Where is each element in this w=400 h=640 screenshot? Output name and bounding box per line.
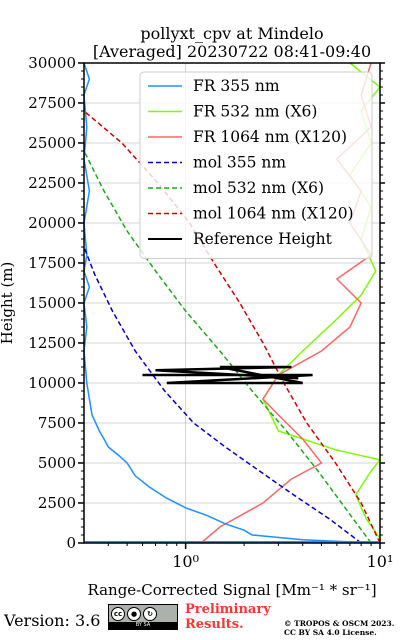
y-tick-label: 15000 bbox=[28, 294, 76, 312]
y-axis-label: Height (m) bbox=[0, 262, 16, 345]
legend-label-mol-532-nm-x6: mol 532 nm (X6) bbox=[193, 179, 324, 197]
cc-icon: cc bbox=[111, 606, 125, 621]
preliminary-line-1: Preliminary bbox=[185, 602, 271, 617]
y-tick-label: 12500 bbox=[28, 334, 76, 352]
copyright-line-1: © TROPOS & OSCM 2023. bbox=[284, 619, 395, 628]
y-tick-label: 30000 bbox=[28, 54, 76, 72]
chart-title: pollyxt_cpv at Mindelo bbox=[140, 24, 323, 43]
y-tick-label: 20000 bbox=[28, 214, 76, 232]
legend-label-mol-355-nm: mol 355 nm bbox=[193, 154, 286, 172]
legend-label-fr-1064-nm-x120: FR 1064 nm (X120) bbox=[193, 128, 347, 146]
version-label: Version: 3.6 bbox=[4, 611, 101, 630]
y-tick-label: 17500 bbox=[28, 254, 76, 272]
preliminary-line-2: Results. bbox=[185, 617, 244, 632]
cc-badge-text: BY SA bbox=[109, 622, 177, 629]
legend-label-mol-1064-nm-x120: mol 1064 nm (X120) bbox=[193, 205, 354, 223]
y-tick-label: 10000 bbox=[28, 374, 76, 392]
y-tick-label: 27500 bbox=[28, 94, 76, 112]
y-tick-label: 7500 bbox=[38, 414, 76, 432]
axes: 0 2500 5000 7500 10000 12500 15000 17500 20000 22… bbox=[28, 54, 393, 571]
legend-box bbox=[139, 71, 373, 259]
series-reference-height bbox=[142, 365, 313, 385]
legend-label-fr-532-nm-x6: FR 532 nm (X6) bbox=[193, 103, 317, 121]
series-fr-355-nm bbox=[83, 62, 376, 544]
attribution-icon: ● bbox=[127, 606, 141, 621]
cc-license-badge[interactable]: cc ● ↻ BY SA bbox=[108, 604, 178, 630]
x-tick-label: 10⁰ bbox=[172, 552, 199, 571]
y-tick-label: 22500 bbox=[28, 174, 76, 192]
legend-label-fr-355-nm: FR 355 nm bbox=[193, 77, 280, 95]
y-tick-label: 0 bbox=[66, 534, 76, 552]
copyright-line-2: CC BY SA 4.0 License. bbox=[284, 628, 377, 637]
y-tick-label: 5000 bbox=[38, 454, 76, 472]
share-alike-icon: ↻ bbox=[143, 606, 157, 621]
series-mol-355-nm bbox=[83, 246, 362, 544]
x-axis-label: Range-Corrected Signal [Mm⁻¹ * sr⁻¹] bbox=[87, 581, 376, 599]
series-mol-532-nm-x6 bbox=[83, 150, 372, 544]
preliminary-results-note: Preliminary Results. bbox=[185, 602, 271, 632]
y-tick-label: 25000 bbox=[28, 134, 76, 152]
chart-subtitle: [Averaged] 20230722 08:41-09:40 bbox=[93, 42, 371, 61]
legend-label-reference-height: Reference Height bbox=[193, 230, 333, 248]
copyright-note: © TROPOS & OSCM 2023. CC BY SA 4.0 Licen… bbox=[284, 619, 394, 637]
x-tick-label: 10¹ bbox=[367, 552, 394, 571]
legend: FR 355 nm FR 532 nm (X6) FR 1064 nm (X120)… bbox=[139, 71, 373, 259]
y-tick-label: 2500 bbox=[38, 494, 76, 512]
